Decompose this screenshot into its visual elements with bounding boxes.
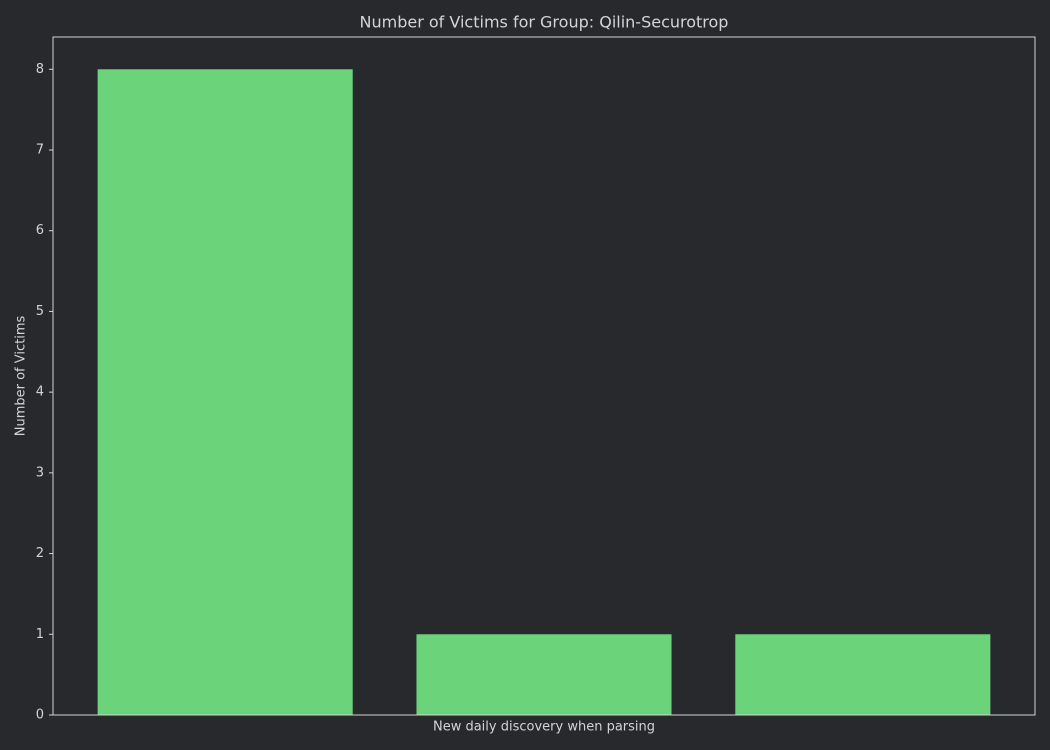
bar	[735, 634, 991, 715]
bar	[97, 69, 353, 716]
y-tick-label: 1	[36, 627, 44, 642]
y-axis-label: Number of Victims	[14, 316, 29, 437]
y-tick-label: 8	[36, 62, 44, 77]
y-tick-label: 4	[36, 385, 44, 400]
y-tick-label: 3	[36, 465, 44, 480]
y-tick-label: 6	[36, 223, 44, 238]
y-tick-label: 7	[36, 143, 44, 158]
bar	[416, 634, 672, 715]
plot-frame	[52, 36, 1036, 716]
y-tick-label: 2	[36, 546, 44, 561]
x-axis-label: New daily discovery when parsing	[433, 720, 655, 735]
chart-title: Number of Victims for Group: Qilin-Secur…	[360, 13, 729, 32]
y-tick-label: 5	[36, 304, 44, 319]
y-tick-label: 0	[36, 708, 44, 723]
